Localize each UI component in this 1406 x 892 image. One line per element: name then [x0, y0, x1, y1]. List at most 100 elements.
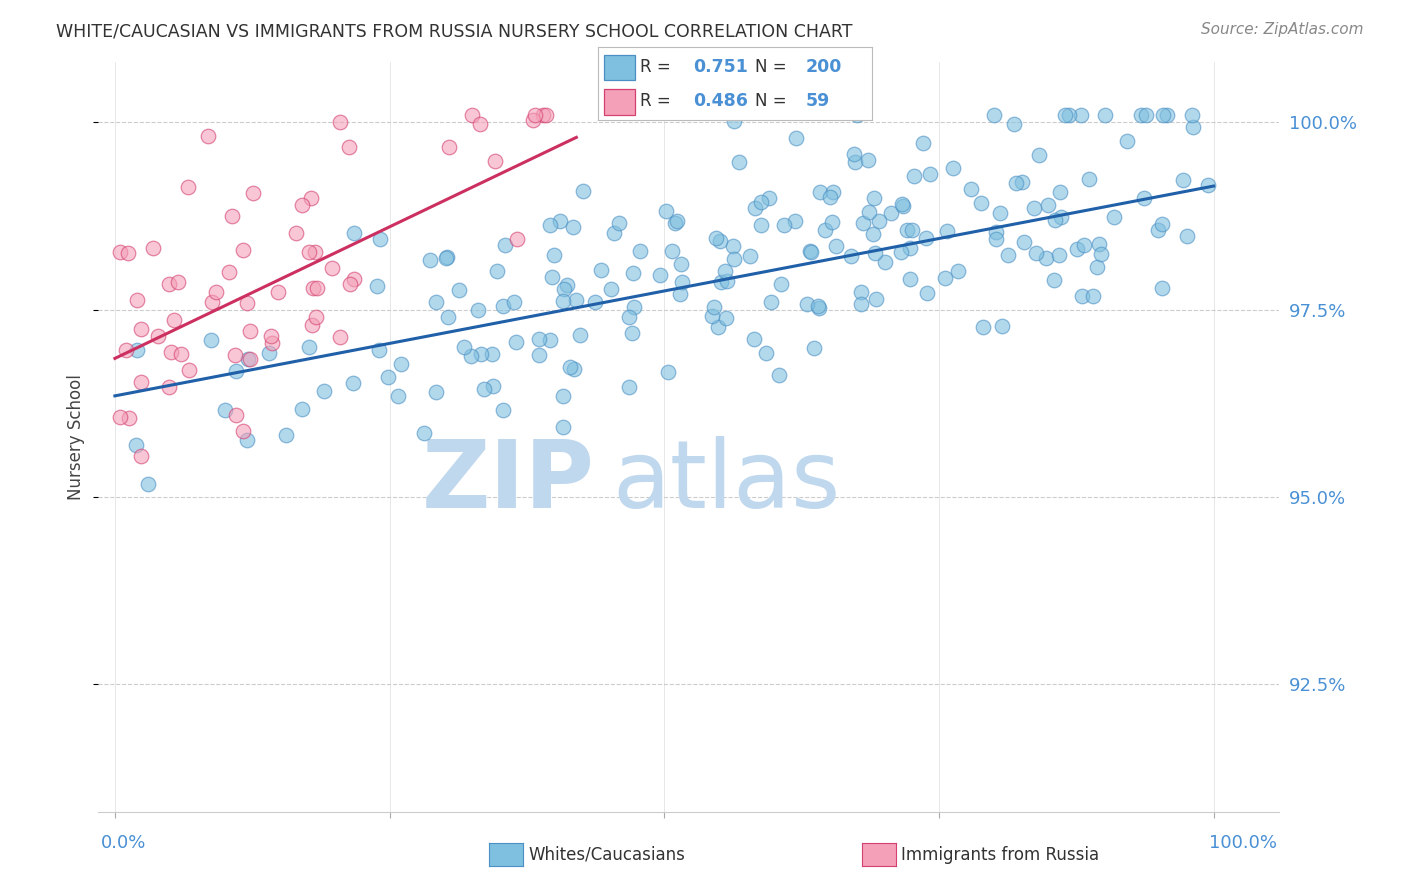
Point — [274, 427, 297, 442]
Point — [125, 293, 148, 308]
Point — [239, 351, 262, 366]
Point — [721, 239, 744, 253]
Point — [1156, 108, 1178, 122]
Point — [467, 303, 489, 318]
Bar — [605, 89, 634, 114]
Point — [108, 409, 131, 424]
Point — [714, 311, 737, 326]
Point — [232, 243, 254, 257]
Point — [1071, 289, 1094, 303]
Point — [700, 309, 723, 323]
Point — [129, 321, 152, 335]
Point — [749, 194, 772, 209]
Point — [307, 280, 329, 294]
Point — [1152, 281, 1174, 295]
Point — [807, 301, 830, 315]
Point — [565, 293, 588, 307]
Point — [997, 248, 1019, 262]
Point — [1054, 108, 1077, 122]
Point — [758, 191, 780, 205]
Point — [1070, 108, 1092, 122]
Point — [785, 130, 807, 145]
Text: ZIP: ZIP — [422, 436, 595, 528]
Text: R =: R = — [640, 58, 676, 76]
Point — [890, 244, 912, 259]
Point — [321, 261, 343, 276]
Point — [568, 327, 591, 342]
Point — [436, 250, 458, 264]
Point — [865, 292, 887, 306]
Point — [918, 167, 941, 181]
Point — [218, 265, 240, 279]
Point — [1049, 185, 1071, 199]
Point — [232, 424, 254, 438]
Point — [301, 281, 323, 295]
Point — [536, 108, 558, 122]
Point — [821, 185, 844, 199]
Point — [481, 347, 503, 361]
Point — [531, 108, 554, 122]
Point — [425, 295, 447, 310]
Point — [572, 184, 595, 198]
Point — [418, 253, 440, 268]
Point — [260, 336, 283, 351]
Point — [880, 205, 903, 219]
Point — [915, 285, 938, 300]
Point — [1038, 198, 1060, 212]
Point — [709, 234, 731, 248]
Point — [391, 357, 413, 371]
Point — [200, 333, 222, 347]
Point — [856, 153, 879, 167]
Text: 0.751: 0.751 — [693, 58, 748, 76]
Point — [339, 277, 361, 291]
Point — [522, 113, 544, 128]
Text: N =: N = — [755, 93, 792, 111]
Point — [298, 340, 321, 354]
Point — [179, 362, 201, 376]
Point — [704, 230, 727, 244]
Text: Immigrants from Russia: Immigrants from Russia — [901, 846, 1099, 863]
Point — [387, 389, 409, 403]
Point — [657, 365, 679, 379]
Point — [1104, 210, 1126, 224]
Point — [1146, 223, 1168, 237]
Point — [969, 196, 991, 211]
Point — [583, 295, 606, 310]
Point — [915, 231, 938, 245]
Point — [548, 214, 571, 228]
Point — [960, 182, 983, 196]
Point — [842, 147, 865, 161]
Point — [470, 347, 492, 361]
Point — [1090, 247, 1112, 261]
Point — [538, 218, 561, 232]
Point — [671, 275, 693, 289]
Point — [661, 244, 683, 258]
Point — [814, 223, 837, 237]
Point — [343, 226, 366, 240]
Text: WHITE/CAUCASIAN VS IMMIGRANTS FROM RUSSIA NURSERY SCHOOL CORRELATION CHART: WHITE/CAUCASIAN VS IMMIGRANTS FROM RUSSI… — [56, 22, 853, 40]
Point — [108, 244, 131, 259]
Point — [125, 438, 148, 452]
Point — [890, 197, 912, 211]
Point — [1043, 212, 1066, 227]
Point — [437, 310, 460, 325]
Point — [205, 285, 228, 299]
Point — [505, 335, 527, 350]
Point — [527, 348, 550, 362]
Point — [167, 276, 190, 290]
Point — [619, 310, 641, 325]
Point — [118, 411, 141, 425]
Point — [117, 246, 139, 260]
Point — [1085, 260, 1108, 275]
Point — [170, 347, 193, 361]
Point — [901, 223, 924, 237]
Text: 0.0%: 0.0% — [101, 834, 146, 852]
Point — [1002, 117, 1025, 131]
Point — [239, 324, 262, 338]
Point — [449, 284, 471, 298]
Point — [1073, 237, 1095, 252]
Point — [620, 326, 643, 340]
Point — [553, 420, 575, 434]
Point — [366, 279, 388, 293]
Point — [621, 266, 644, 280]
